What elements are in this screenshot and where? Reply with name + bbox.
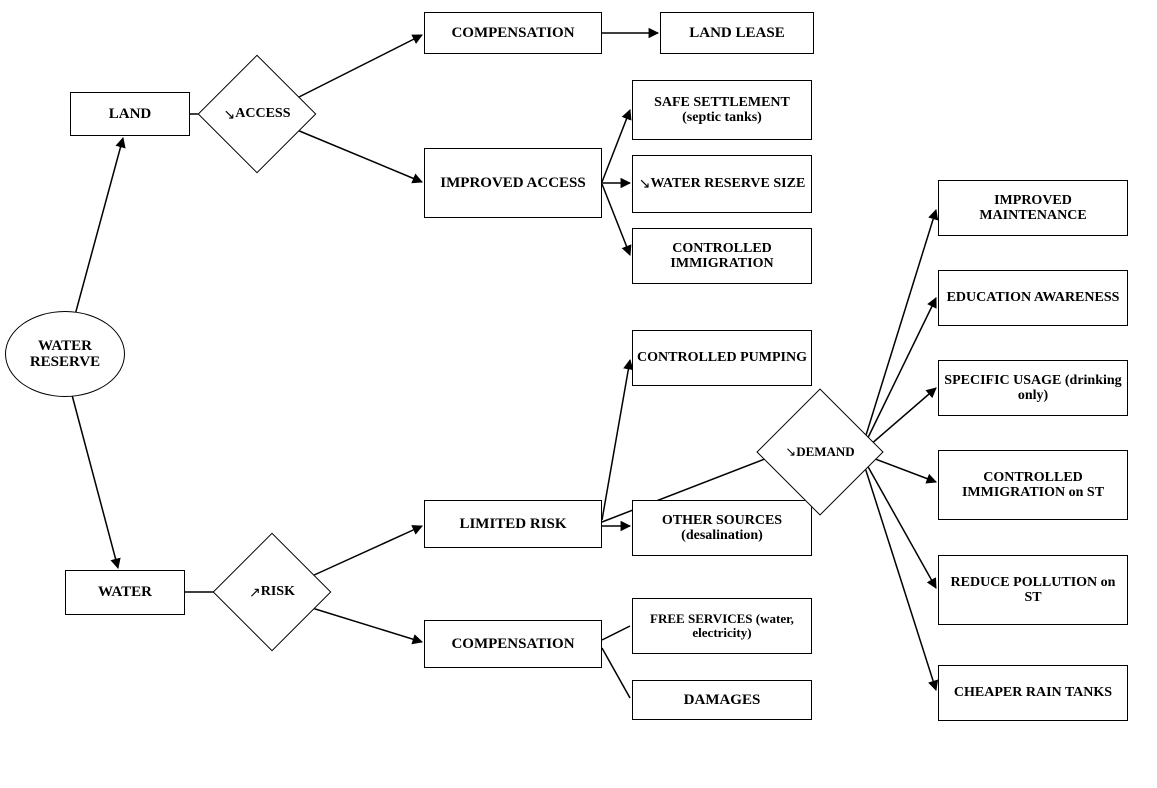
node-label: ↗ RISK [212, 550, 332, 634]
node-demand: ↘ DEMAND [775, 407, 865, 497]
edge-compensation_bot-to-damages [602, 648, 630, 698]
node-water: WATER [65, 570, 185, 615]
node-controlled_immig_st: CONTROLLED IMMIGRATION on ST [938, 450, 1128, 520]
node-controlled_pumping: CONTROLLED PUMPING [632, 330, 812, 386]
node-land_lease: LAND LEASE [660, 12, 814, 54]
node-free_services: FREE SERVICES (water, electricity) [632, 598, 812, 654]
node-label: ↘ ACCESS [197, 72, 317, 156]
edge-compensation_bot-to-free_services [602, 626, 630, 640]
node-water_reserve: WATER RESERVE [5, 311, 125, 397]
node-access: ↘ ACCESS [215, 72, 299, 156]
node-reduce_pollution: REDUCE POLLUTION on ST [938, 555, 1128, 625]
flowchart-canvas: WATER RESERVE LAND WATER ↘ ACCESS ↗ RISK COMP… [0, 0, 1157, 788]
edge-improved_access-to-controlled_immig [602, 184, 630, 255]
node-safe_settlement: SAFE SETTLEMENT (septic tanks) [632, 80, 812, 140]
node-risk: ↗ RISK [230, 550, 314, 634]
node-improved_access: IMPROVED ACCESS [424, 148, 602, 218]
node-cheaper_rain: CHEAPER RAIN TANKS [938, 665, 1128, 721]
node-limited_risk: LIMITED RISK [424, 500, 602, 548]
node-controlled_immig: CONTROLLED IMMIGRATION [632, 228, 812, 284]
node-specific_usage: SPECIFIC USAGE (drinking only) [938, 360, 1128, 416]
node-reserve_size: ↘ WATER RESERVE SIZE [632, 155, 812, 213]
edge-limited_risk-to-controlled_pumping [602, 360, 630, 520]
node-education: EDUCATION AWARENESS [938, 270, 1128, 326]
node-compensation_top: COMPENSATION [424, 12, 602, 54]
node-label: ↘ DEMAND [757, 407, 883, 497]
node-land: LAND [70, 92, 190, 136]
node-other_sources: OTHER SOURCES (desalination) [632, 500, 812, 556]
node-compensation_bot: COMPENSATION [424, 620, 602, 668]
node-damages: DAMAGES [632, 680, 812, 720]
edge-water_reserve-to-land [75, 138, 123, 315]
edge-improved_access-to-safe_settlement [602, 110, 630, 182]
node-improved_maint: IMPROVED MAINTENANCE [938, 180, 1128, 236]
edge-water_reserve-to-water [72, 395, 118, 568]
